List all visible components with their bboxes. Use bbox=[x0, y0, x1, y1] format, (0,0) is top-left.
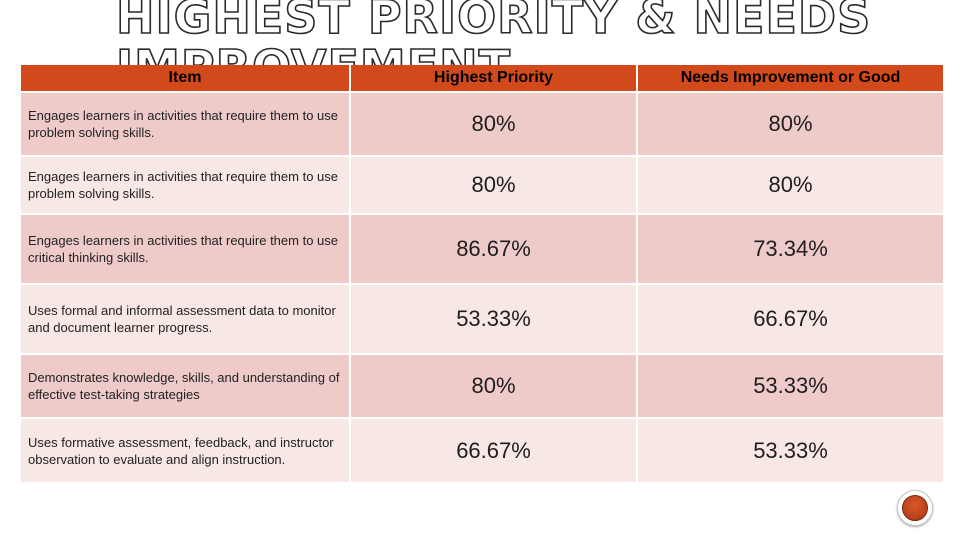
needs-improvement-cell: 53.33% bbox=[637, 353, 943, 418]
table-row: Demonstrates knowledge, skills, and unde… bbox=[21, 353, 943, 418]
home-button[interactable] bbox=[897, 490, 933, 526]
table-row: Engages learners in activities that requ… bbox=[21, 213, 943, 284]
header-highest-priority: Highest Priority bbox=[350, 65, 638, 92]
item-cell: Uses formal and informal assessment data… bbox=[21, 283, 351, 354]
item-cell: Demonstrates knowledge, skills, and unde… bbox=[21, 353, 351, 418]
data-table: Item Highest Priority Needs Improvement … bbox=[21, 65, 943, 482]
needs-improvement-cell: 80% bbox=[637, 91, 943, 156]
table-row: Uses formal and informal assessment data… bbox=[21, 283, 943, 354]
highest-priority-cell: 86.67% bbox=[350, 213, 638, 284]
needs-improvement-cell: 53.33% bbox=[637, 417, 943, 482]
highest-priority-cell: 80% bbox=[350, 155, 638, 214]
highest-priority-cell: 80% bbox=[350, 353, 638, 418]
needs-improvement-cell: 80% bbox=[637, 155, 943, 214]
item-cell: Engages learners in activities that requ… bbox=[21, 91, 351, 156]
item-cell: Engages learners in activities that requ… bbox=[21, 155, 351, 214]
table-row: Engages learners in activities that requ… bbox=[21, 155, 943, 214]
header-needs-improvement: Needs Improvement or Good bbox=[637, 65, 943, 92]
item-cell: Engages learners in activities that requ… bbox=[21, 213, 351, 284]
highest-priority-cell: 66.67% bbox=[350, 417, 638, 482]
table-header-row: Item Highest Priority Needs Improvement … bbox=[21, 65, 943, 92]
table-row: Uses formative assessment, feedback, and… bbox=[21, 417, 943, 482]
needs-improvement-cell: 66.67% bbox=[637, 283, 943, 354]
orange-circle-button-icon bbox=[902, 495, 928, 521]
table-row: Engages learners in activities that requ… bbox=[21, 91, 943, 156]
highest-priority-cell: 53.33% bbox=[350, 283, 638, 354]
item-cell: Uses formative assessment, feedback, and… bbox=[21, 417, 351, 482]
highest-priority-cell: 80% bbox=[350, 91, 638, 156]
header-item: Item bbox=[21, 65, 351, 92]
needs-improvement-cell: 73.34% bbox=[637, 213, 943, 284]
